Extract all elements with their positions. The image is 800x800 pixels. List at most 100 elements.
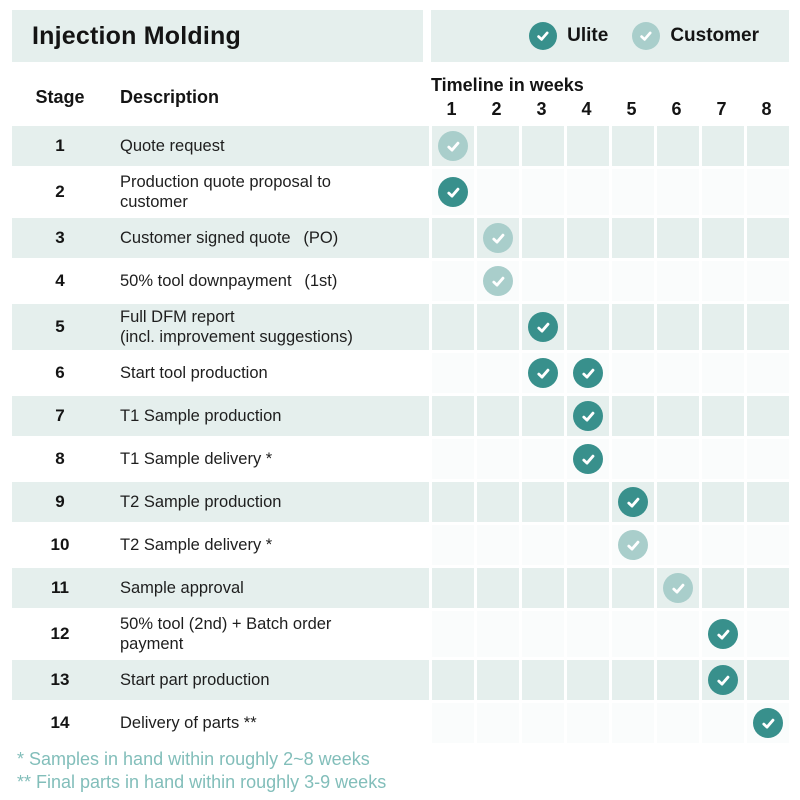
timeline-cell	[609, 169, 654, 215]
timeline-cell	[564, 218, 609, 258]
stage-description: T1 Sample delivery *	[120, 450, 273, 468]
week-number: 8	[761, 98, 772, 119]
timeline-cell	[744, 126, 789, 166]
legend-item-customer: Customer	[632, 22, 759, 50]
timeline-cell	[564, 169, 609, 215]
timeline-cell	[429, 482, 474, 522]
timeline-cell	[564, 525, 609, 565]
timeline-cell	[654, 218, 699, 258]
timeline-cell	[654, 126, 699, 166]
table-row: 9 T2 Sample production	[12, 482, 789, 522]
week-number: 4	[581, 98, 592, 119]
timeline-cell	[609, 703, 654, 743]
timeline-cell	[429, 304, 474, 350]
table-row: 6 Start tool production	[12, 353, 789, 393]
timeline-cell	[519, 126, 564, 166]
timeline-cell	[744, 304, 789, 350]
legend-label-ulite: Ulite	[567, 25, 609, 46]
timeline-cells	[429, 439, 789, 479]
timeline-cells	[429, 703, 789, 743]
timeline-cell	[699, 439, 744, 479]
timeline-cell	[744, 439, 789, 479]
week-number: 3	[536, 98, 547, 119]
timeline-cell	[744, 568, 789, 608]
timeline-cell	[474, 261, 519, 301]
ulite-check-icon	[708, 665, 738, 695]
stage-number: 8	[55, 449, 65, 468]
table-row: 2 Production quote proposal to customer	[12, 169, 789, 215]
timeline-cell	[564, 396, 609, 436]
timeline-cell	[474, 611, 519, 657]
timeline-cell	[609, 261, 654, 301]
legend-item-ulite: Ulite	[529, 22, 608, 50]
ulite-check-icon	[528, 358, 558, 388]
footnote-samples: * Samples in hand within roughly 2~8 wee…	[17, 749, 370, 769]
timeline-cell	[519, 396, 564, 436]
stage-number: 13	[50, 670, 70, 689]
ulite-check-icon	[573, 401, 603, 431]
timeline-cell	[699, 568, 744, 608]
timeline-cell	[699, 218, 744, 258]
ulite-check-icon	[573, 358, 603, 388]
timeline-cell	[654, 304, 699, 350]
timeline-cells	[429, 126, 789, 166]
table-row: 11 Sample approval	[12, 568, 789, 608]
stage-description: T1 Sample production	[120, 407, 282, 425]
table-row: 8 T1 Sample delivery *	[12, 439, 789, 479]
stage-description: 50% tool (2nd) + Batch order payment	[120, 615, 332, 653]
timeline-cell	[699, 261, 744, 301]
timeline-cell	[564, 482, 609, 522]
timeline-cell	[699, 611, 744, 657]
stage-description: 50% tool downpayment (1st)	[120, 272, 338, 290]
timeline-cell	[699, 703, 744, 743]
timeline-cell	[519, 703, 564, 743]
stage-number: 3	[55, 228, 65, 247]
week-number: 1	[446, 98, 457, 119]
timeline-cell	[654, 353, 699, 393]
stage-number: 9	[55, 492, 65, 511]
timeline-cells	[429, 304, 789, 350]
stage-number: 14	[50, 713, 70, 732]
timeline-cell	[699, 660, 744, 700]
timeline-cell	[429, 169, 474, 215]
timeline-cell	[474, 482, 519, 522]
timeline-cell	[429, 611, 474, 657]
timeline-cell	[744, 482, 789, 522]
ulite-check-icon	[528, 312, 558, 342]
stage-number: 2	[55, 182, 65, 201]
timeline-cell	[429, 439, 474, 479]
table-row: 5 Full DFM report (incl. improvement sug…	[12, 304, 789, 350]
timeline-cell	[474, 525, 519, 565]
timeline-cell	[519, 353, 564, 393]
table-row: 3 Customer signed quote (PO)	[12, 218, 789, 258]
stage-description: T2 Sample production	[120, 493, 282, 511]
ulite-check-icon	[753, 708, 783, 738]
timeline-cell	[474, 304, 519, 350]
table-row: 13 Start part production	[12, 660, 789, 700]
timeline-cell	[474, 396, 519, 436]
stage-number: 12	[50, 624, 70, 643]
timeline-cell	[519, 218, 564, 258]
table-row: 10 T2 Sample delivery *	[12, 525, 789, 565]
timeline-cell	[519, 660, 564, 700]
timeline-cell	[609, 396, 654, 436]
timeline-cell	[429, 353, 474, 393]
stage-description: Start tool production	[120, 364, 268, 382]
week-number: 2	[491, 98, 502, 119]
stage-description: Full DFM report (incl. improvement sugge…	[120, 308, 353, 346]
timeline-cell	[564, 353, 609, 393]
timeline-cell	[564, 439, 609, 479]
timeline-cell	[519, 261, 564, 301]
stage-description: Production quote proposal to customer	[120, 173, 331, 211]
timeline-cell	[474, 218, 519, 258]
timeline-cell	[699, 396, 744, 436]
customer-check-icon	[483, 223, 513, 253]
stage-column-header: Stage	[35, 86, 85, 107]
timeline-cell	[609, 482, 654, 522]
timeline-cell	[564, 126, 609, 166]
timeline-cell	[429, 568, 474, 608]
timeline-cell	[519, 439, 564, 479]
timeline-cell	[519, 304, 564, 350]
timeline-cell	[654, 703, 699, 743]
